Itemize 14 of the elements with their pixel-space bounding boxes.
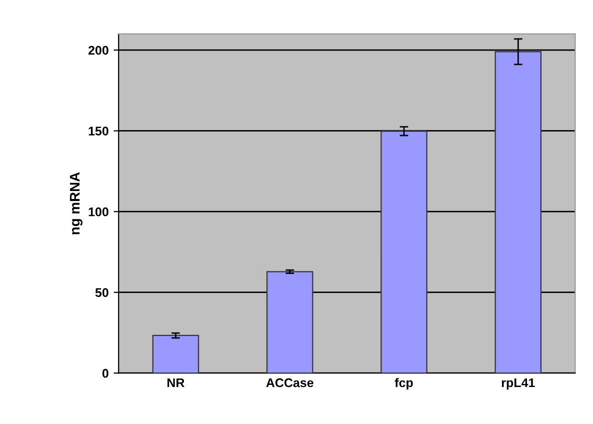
x-tick-label: fcp [394, 378, 413, 390]
y-tick-label: 0 [102, 368, 108, 378]
x-tick-label: ACCase [266, 378, 314, 388]
y-tick-label: 50 [95, 288, 108, 298]
bar [380, 130, 428, 374]
bar [494, 51, 542, 374]
x-tick-label: NR [167, 378, 184, 388]
y-axis-title: ng mRNA [70, 172, 82, 234]
y-tick-label: 150 [88, 126, 108, 136]
y-tick-label: 100 [88, 207, 108, 216]
bar [266, 271, 314, 374]
bar [152, 334, 200, 374]
x-tick-label: rpL41 [502, 378, 535, 390]
y-tick-label: 200 [88, 46, 108, 55]
